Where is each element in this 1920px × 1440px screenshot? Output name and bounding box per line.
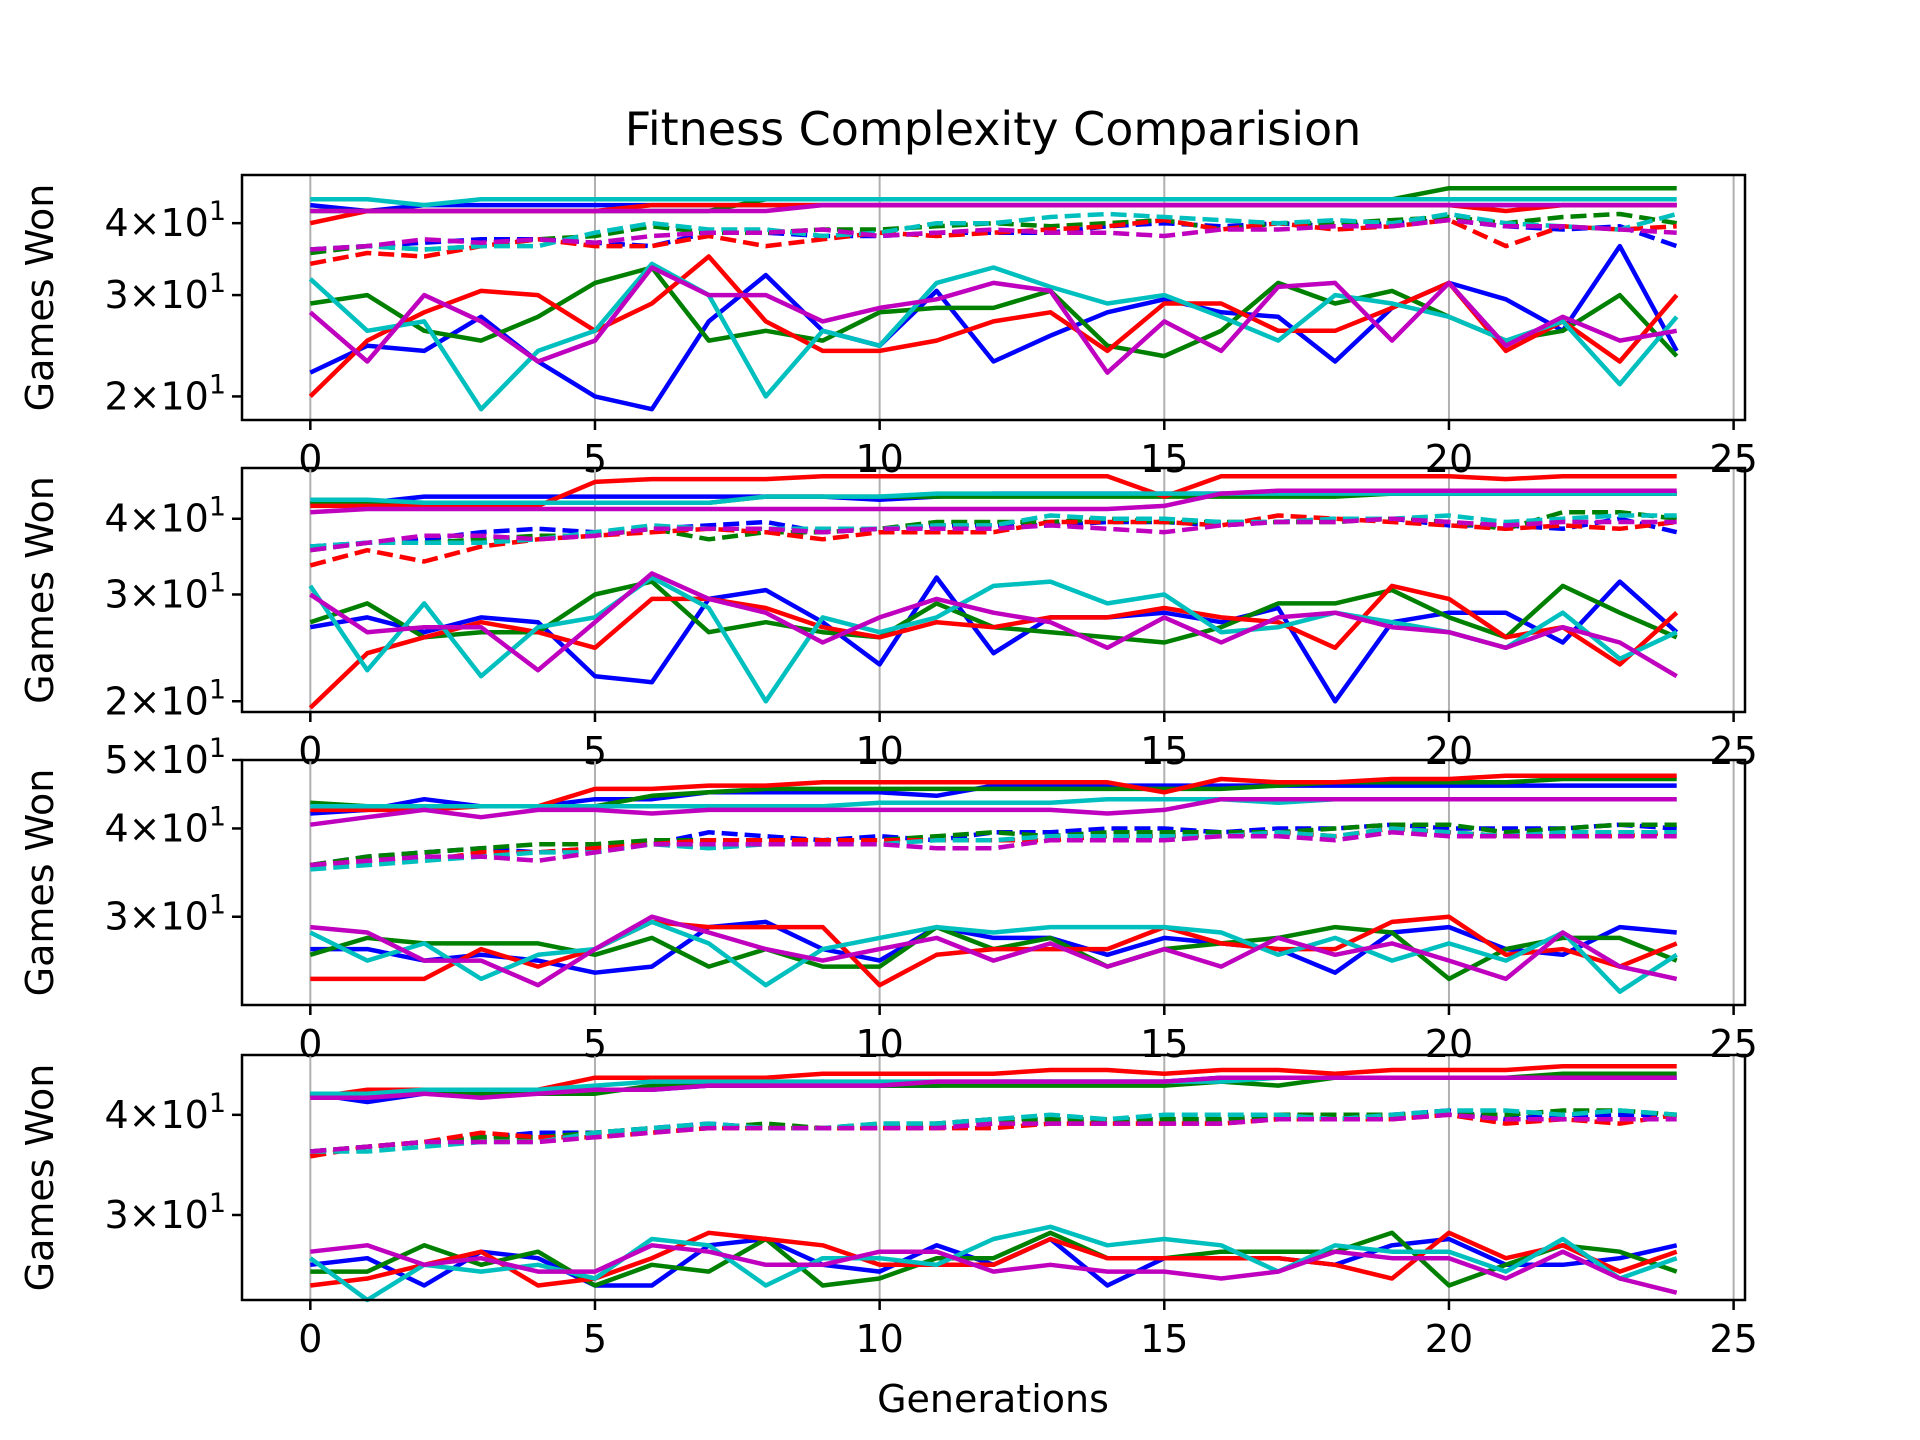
y-tick-label: 2×101 xyxy=(104,674,226,723)
y-axis-label: Games Won xyxy=(18,184,62,412)
axes-frame xyxy=(240,1053,1747,1302)
series-line-magenta-solid xyxy=(310,914,1678,988)
series-line-cyan-dashed xyxy=(310,1108,1677,1154)
subplot-4: 0 5 10 15 20 25 3×101 4×101 Games Won xyxy=(18,1053,1758,1361)
axes-frame xyxy=(240,173,1747,422)
y-tick-label: 3×101 xyxy=(104,1188,226,1237)
series-line-green-dashed xyxy=(309,822,1677,868)
x-tick-label: 0 xyxy=(298,1317,322,1361)
series-line-red-solid xyxy=(308,583,1679,710)
series-line-cyan-solid xyxy=(308,1224,1678,1303)
y-tick-label: 4×101 xyxy=(104,196,226,245)
y-tick-label: 5×101 xyxy=(104,733,226,782)
series-line-magenta-solid xyxy=(310,796,1677,827)
series-line-blue-solid xyxy=(309,575,1679,704)
x-axis-label: Generations xyxy=(877,1377,1109,1421)
y-axis-label: Games Won xyxy=(18,476,62,704)
series-line-red-solid xyxy=(310,1230,1678,1288)
y-axis-label: Games Won xyxy=(18,769,62,997)
series-line-blue-solid xyxy=(310,919,1677,975)
series-line-magenta-dashed xyxy=(310,830,1677,868)
series-line-magenta-solid xyxy=(308,265,1678,375)
series-line-green-dashed xyxy=(310,211,1678,256)
y-tick-label: 2×101 xyxy=(104,369,226,418)
y-tick-label: 3×101 xyxy=(104,567,226,616)
x-tick-label: 25 xyxy=(1709,1317,1757,1361)
series-line-cyan-dashed xyxy=(310,826,1677,872)
series-line-blue-dashed xyxy=(310,516,1678,549)
series-line-magenta-dashed xyxy=(310,217,1677,252)
series-line-green-solid xyxy=(310,1230,1678,1288)
x-tick-label: 20 xyxy=(1425,1317,1473,1361)
series-line-magenta-dashed xyxy=(310,516,1677,553)
series-line-red-solid xyxy=(310,474,1677,509)
series-line-cyan-solid xyxy=(310,197,1677,208)
y-tick-label: 3×101 xyxy=(104,890,226,939)
series-line-cyan-dashed xyxy=(310,513,1677,549)
series-line-cyan-solid xyxy=(308,261,1679,412)
y-tick-label: 4×101 xyxy=(104,801,226,850)
series-line-magenta-solid xyxy=(309,571,1678,679)
series-line-magenta-solid xyxy=(310,1243,1678,1295)
y-axis-label: Games Won xyxy=(18,1064,62,1292)
series-line-red-dashed xyxy=(309,217,1677,267)
x-tick-label: 15 xyxy=(1140,1317,1188,1361)
series-line-magenta-dashed xyxy=(310,1112,1677,1154)
axes-frame xyxy=(240,466,1747,714)
series-line-cyan-solid xyxy=(309,919,1678,994)
chart-title: Fitness Complexity Comparision xyxy=(625,102,1362,156)
series-line-red-solid xyxy=(310,914,1678,988)
axes-frame xyxy=(240,758,1747,1007)
series-line-magenta-solid xyxy=(310,202,1677,214)
y-tick-label: 3×101 xyxy=(104,268,226,317)
y-tick-label: 4×101 xyxy=(104,492,226,541)
series-line-red-dashed xyxy=(309,513,1677,568)
x-tick-label: 5 xyxy=(583,1317,607,1361)
x-tick-label: 10 xyxy=(855,1317,903,1361)
series-line-magenta-solid xyxy=(310,488,1677,515)
series-line-cyan-solid xyxy=(310,491,1677,506)
series-line-magenta-solid xyxy=(310,1075,1677,1101)
y-tick-label: 4×101 xyxy=(104,1088,226,1137)
